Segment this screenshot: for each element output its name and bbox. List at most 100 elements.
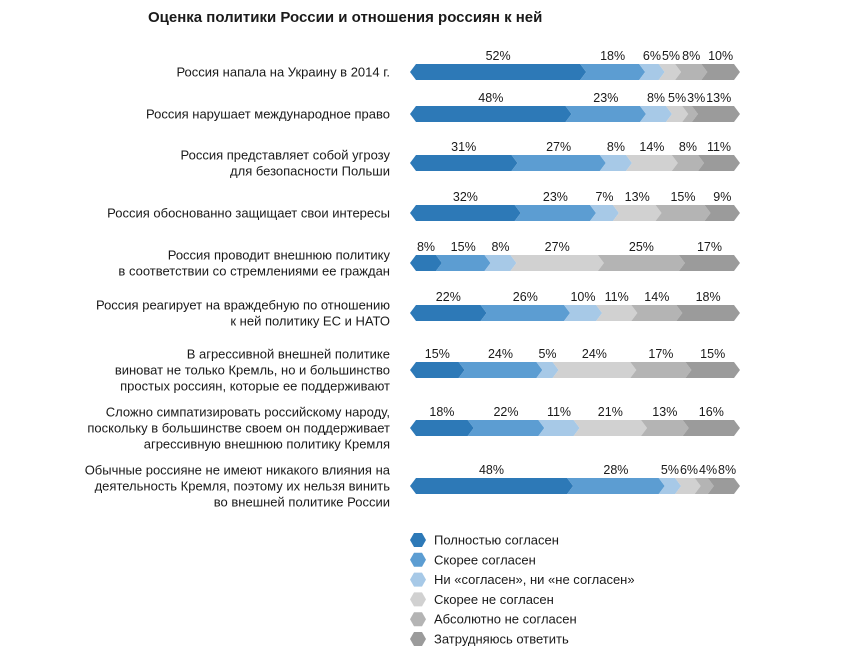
bar-segment xyxy=(639,64,665,80)
category-label: Россия обоснованно защищает свои интерес… xyxy=(107,206,390,221)
bar-segment xyxy=(675,64,708,80)
bar-segment xyxy=(410,420,474,436)
data-label: 5% xyxy=(668,91,686,105)
data-label-value: 14 xyxy=(639,140,653,154)
bar-row: Россия нарушает международное право 48% 23… xyxy=(146,91,740,122)
data-label: 6% xyxy=(680,463,698,477)
bar-segment xyxy=(538,420,580,436)
legend-swatch xyxy=(410,533,426,547)
bar-row: Россия проводит внешнюю политику в соотве… xyxy=(118,240,740,279)
data-label-value: 5 xyxy=(662,49,669,63)
category-label-line: Россия обоснованно защищает свои интерес… xyxy=(107,206,390,221)
bar-segment xyxy=(484,255,517,271)
data-label-value: 15 xyxy=(451,240,465,254)
category-label-line: деятельность Кремля, поэтому их нельзя в… xyxy=(95,479,391,494)
data-label-value: 8 xyxy=(607,140,614,154)
data-label: 9% xyxy=(713,190,731,204)
bar-segment xyxy=(671,155,704,171)
data-label-value: 4 xyxy=(699,463,706,477)
data-label-suffix: % xyxy=(662,347,673,361)
bar-row: Обычные россияне не имеют никакого влиян… xyxy=(85,463,740,510)
bar-segment xyxy=(631,305,683,321)
data-label-suffix: % xyxy=(527,290,538,304)
category-label: Обычные россияне не имеют никакого влиян… xyxy=(85,463,391,510)
data-label-value: 48 xyxy=(478,91,492,105)
data-label-value: 8 xyxy=(682,49,689,63)
category-label-line: поскольку в большинстве своем он поддерж… xyxy=(87,421,390,436)
bar-segment xyxy=(698,155,740,171)
bar-segment xyxy=(567,478,665,494)
data-label: 8% xyxy=(607,140,625,154)
category-label-line: в соответствии со стремлениями ее гражда… xyxy=(118,264,390,279)
data-label-suffix: % xyxy=(493,463,504,477)
category-label-line: простых россиян, которые ее поддерживают xyxy=(120,379,390,394)
bar-segment xyxy=(658,478,682,494)
data-label: 31% xyxy=(451,140,476,154)
data-label: 52% xyxy=(486,49,511,63)
bar-segment xyxy=(682,420,740,436)
data-label-value: 48 xyxy=(479,463,493,477)
data-label-value: 7 xyxy=(595,190,602,204)
data-label-suffix: % xyxy=(639,190,650,204)
category-label: В агрессивной внешней политике виноват не… xyxy=(115,347,390,394)
category-label: Россия напала на Украину в 2014 г. xyxy=(176,65,390,80)
data-label: 8% xyxy=(682,49,700,63)
data-label-value: 24 xyxy=(488,347,502,361)
data-label: 7% xyxy=(595,190,613,204)
data-label-value: 13 xyxy=(625,190,639,204)
data-label: 8% xyxy=(417,240,435,254)
chart-title: Оценка политики России и отношения росси… xyxy=(148,9,542,26)
data-label-value: 24 xyxy=(582,347,596,361)
category-label-line: Обычные россияне не имеют никакого влиян… xyxy=(85,463,391,478)
category-label-line: Россия реагирует на враждебную по отноше… xyxy=(96,298,390,313)
data-label-suffix: % xyxy=(492,91,503,105)
data-label-suffix: % xyxy=(666,405,677,419)
category-label-line: виноват не только Кремль, но и большинст… xyxy=(115,363,390,378)
data-label: 8% xyxy=(679,140,697,154)
bar-segment xyxy=(630,362,692,378)
bar-segment xyxy=(596,305,638,321)
data-label-value: 14 xyxy=(644,290,658,304)
data-label-value: 52 xyxy=(486,49,500,63)
data-label-suffix: % xyxy=(450,290,461,304)
category-label: Россия реагирует на враждебную по отноше… xyxy=(96,298,390,329)
data-label-suffix: % xyxy=(653,140,664,154)
data-label-value: 23 xyxy=(543,190,557,204)
data-label-value: 17 xyxy=(697,240,711,254)
data-label: 27% xyxy=(545,240,570,254)
bar-segment xyxy=(655,205,711,221)
legend-item: Скорее не согласен xyxy=(410,592,554,607)
data-label-suffix: % xyxy=(507,405,518,419)
category-label-line: Россия напала на Украину в 2014 г. xyxy=(176,65,390,80)
data-label-value: 13 xyxy=(706,91,720,105)
data-label: 17% xyxy=(648,347,673,361)
data-label: 32% xyxy=(453,190,478,204)
data-label-value: 5 xyxy=(661,463,668,477)
category-label: Россия нарушает международное право xyxy=(146,107,390,122)
data-label-suffix: % xyxy=(465,240,476,254)
data-label-value: 11 xyxy=(547,405,560,419)
data-label: 23% xyxy=(593,91,618,105)
data-label-value: 8 xyxy=(491,240,498,254)
legend-label: Абсолютно не согласен xyxy=(434,612,577,627)
data-label-value: 11 xyxy=(605,290,618,304)
data-label-suffix: % xyxy=(711,240,722,254)
bar-segment xyxy=(536,362,559,378)
bar-segment xyxy=(565,106,646,122)
data-label-suffix: % xyxy=(669,49,680,63)
data-label: 8% xyxy=(491,240,509,254)
bar-segment xyxy=(675,478,701,494)
data-label-suffix: % xyxy=(443,405,454,419)
data-label-value: 28 xyxy=(603,463,617,477)
bar-segment xyxy=(590,205,619,221)
bar-row: В агрессивной внешней политике виноват не… xyxy=(115,347,740,394)
data-label-suffix: % xyxy=(602,190,613,204)
legend-label: Ни «согласен», ни «не согласен» xyxy=(434,572,635,587)
bar-segment xyxy=(640,106,672,122)
data-label: 26% xyxy=(513,290,538,304)
bar-segment xyxy=(666,106,689,122)
category-label-line: агрессивную внешнюю политику Кремля xyxy=(144,437,390,452)
data-label-suffix: % xyxy=(658,290,669,304)
